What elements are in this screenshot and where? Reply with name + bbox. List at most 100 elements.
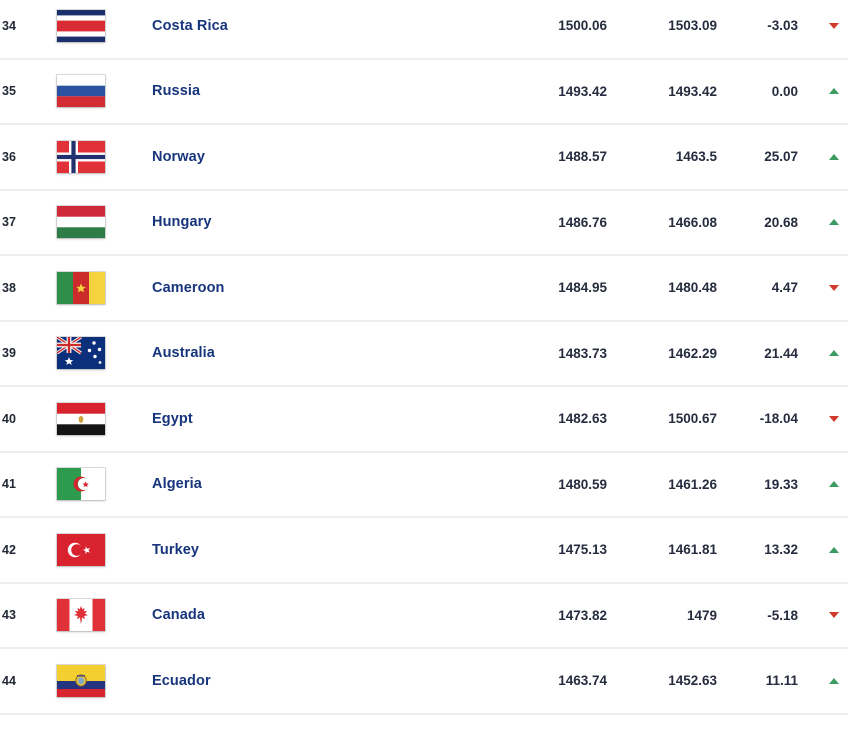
trend-cell: [798, 350, 848, 357]
previous-points-value: 1503.09: [668, 18, 717, 34]
trend-down-icon: [829, 22, 839, 29]
table-row[interactable]: 41 Algeria 1480.59 1461.26 19.33: [0, 452, 848, 518]
flag-cell: [56, 140, 152, 173]
previous-points-value: 1493.42: [668, 83, 717, 99]
flag-costa-rica-icon: [57, 9, 105, 42]
rank-number: 39: [2, 346, 16, 361]
previous-points-value: 1463.5: [675, 149, 717, 165]
trend-up-icon: [829, 88, 839, 95]
flag-ecuador-icon: [57, 664, 105, 697]
flag-turkey-icon: [57, 533, 105, 566]
trend-up-icon: [829, 219, 839, 226]
country-name: Cameroon: [152, 279, 225, 296]
flag-egypt-icon: [57, 402, 105, 435]
flag-cell: [56, 9, 152, 42]
trend-cell: [798, 219, 848, 226]
change-value: 0.00: [771, 83, 798, 99]
flag-cell: [56, 664, 152, 697]
change-value: 4.47: [771, 280, 798, 296]
trend-cell: [798, 88, 848, 95]
points-value: 1463.74: [558, 673, 607, 689]
table-row[interactable]: 44 Ecuador 1463.74 1452.63 11.11: [0, 649, 848, 715]
table-row[interactable]: 40 Egypt 1482.63 1500.67 -18.04: [0, 387, 848, 453]
rank-number: 41: [2, 477, 16, 492]
points-value: 1488.57: [558, 149, 607, 165]
flag-cell: [56, 599, 152, 632]
trend-up-icon: [829, 153, 839, 160]
change-value: 13.32: [764, 542, 798, 558]
points-value: 1484.95: [558, 280, 607, 296]
country-name: Russia: [152, 83, 201, 100]
points-value: 1483.73: [558, 345, 607, 361]
flag-cell: [56, 402, 152, 435]
table-row[interactable]: 39 Australia 1483.73 1462.29 21.44: [0, 321, 848, 387]
trend-down-icon: [829, 612, 839, 619]
table-row[interactable]: 43 Canada 1473.82 1479 -5.18: [0, 583, 848, 649]
rank-number: 38: [2, 280, 16, 295]
trend-cell: [798, 612, 848, 619]
change-value: 19.33: [764, 476, 798, 492]
rank-number: 43: [2, 608, 16, 623]
previous-points-value: 1466.08: [668, 214, 717, 230]
change-value: -18.04: [759, 411, 798, 427]
flag-cell: [56, 533, 152, 566]
flag-hungary-icon: [57, 206, 105, 239]
trend-up-icon: [829, 350, 839, 357]
change-value: 11.11: [765, 673, 798, 689]
ranking-table: 34 Costa Rica 1500.06 1503.09 -3.03 35 Russia 1…: [0, 0, 848, 715]
country-name: Costa Rica: [152, 17, 228, 34]
flag-cell: [56, 468, 152, 501]
country-name: Egypt: [152, 410, 193, 427]
previous-points-value: 1461.81: [668, 542, 717, 558]
points-value: 1500.06: [558, 18, 607, 34]
country-name: Australia: [152, 345, 215, 362]
previous-points-value: 1500.67: [668, 411, 717, 427]
points-value: 1473.82: [558, 607, 607, 623]
flag-cell: [56, 337, 152, 370]
table-row[interactable]: 38 Cameroon 1484.95 1480.48 4.47: [0, 256, 848, 322]
previous-points-value: 1452.63: [668, 673, 717, 689]
points-value: 1486.76: [558, 214, 607, 230]
flag-cameroon-icon: [57, 271, 105, 304]
change-value: 20.68: [764, 214, 798, 230]
country-name: Hungary: [152, 214, 212, 231]
table-row[interactable]: 35 Russia 1493.42 1493.42 0.00: [0, 59, 848, 125]
previous-points-value: 1479: [686, 607, 717, 623]
country-name: Norway: [152, 148, 205, 165]
change-value: 25.07: [764, 149, 798, 165]
rank-number: 36: [2, 149, 16, 164]
points-value: 1480.59: [558, 476, 607, 492]
rank-number: 42: [2, 542, 16, 557]
points-value: 1475.13: [558, 542, 607, 558]
country-name: Turkey: [152, 541, 200, 558]
trend-cell: [798, 153, 848, 160]
country-name: Canada: [152, 607, 205, 624]
trend-cell: [798, 284, 848, 291]
points-value: 1482.63: [558, 411, 607, 427]
country-name: Algeria: [152, 476, 202, 493]
change-value: 21.44: [764, 345, 798, 361]
previous-points-value: 1480.48: [668, 280, 717, 296]
table-row[interactable]: 37 Hungary 1486.76 1466.08 20.68: [0, 190, 848, 256]
trend-up-icon: [829, 481, 839, 488]
table-row[interactable]: 36 Norway 1488.57 1463.5 25.07: [0, 125, 848, 191]
points-value: 1493.42: [558, 83, 607, 99]
flag-canada-icon: [57, 599, 105, 632]
rank-number: 44: [2, 673, 16, 688]
trend-down-icon: [829, 284, 839, 291]
table-row[interactable]: 42 Turkey 1475.13 1461.81 13.32: [0, 518, 848, 584]
rank-number: 35: [2, 84, 16, 99]
trend-cell: [798, 22, 848, 29]
country-name: Ecuador: [152, 672, 211, 689]
rank-number: 34: [2, 18, 16, 33]
flag-australia-icon: [57, 337, 105, 370]
flag-algeria-icon: [57, 468, 105, 501]
trend-cell: [798, 481, 848, 488]
change-value: -3.03: [767, 18, 798, 34]
flag-cell: [56, 206, 152, 239]
trend-cell: [798, 677, 848, 684]
table-row[interactable]: 34 Costa Rica 1500.06 1503.09 -3.03: [0, 0, 848, 60]
flag-cell: [56, 75, 152, 108]
flag-norway-icon: [57, 140, 105, 173]
change-value: -5.18: [767, 607, 798, 623]
